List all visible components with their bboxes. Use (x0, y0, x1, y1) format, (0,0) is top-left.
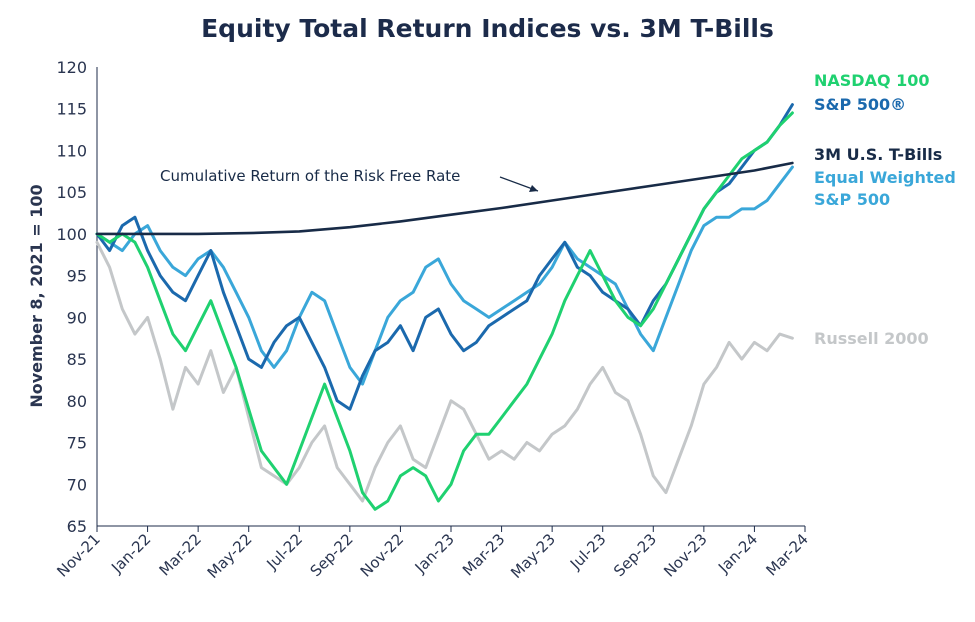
y-tick-label: 85 (67, 350, 87, 369)
series-line (95, 240, 794, 503)
y-tick-label: 100 (56, 225, 87, 244)
y-tick-label: 105 (56, 183, 87, 202)
series-label: Equal Weighted (814, 168, 956, 187)
series-labels: Russell 2000 Equal Weighted S&P 500 S&P 500… (160, 71, 956, 348)
y-tick-label: 75 (67, 434, 87, 453)
series-line (95, 111, 794, 511)
series-label: 3M U.S. T-Bills (814, 145, 942, 164)
chart-lines (95, 103, 794, 511)
y-tick-label: 115 (56, 100, 87, 119)
annotation-text: Cumulative Return of the Risk Free Rate (160, 167, 460, 185)
x-tick-label: Sep-22 (307, 530, 357, 580)
series-label: Russell 2000 (814, 329, 929, 348)
annotation-arrowhead (529, 185, 538, 192)
x-tick-label: Jul-22 (263, 530, 307, 574)
y-tick-label: 70 (67, 475, 87, 494)
x-tick-label: Mar-24 (762, 530, 811, 579)
x-tick-label: Jan-22 (107, 530, 154, 577)
series-label: S&P 500 (814, 190, 890, 209)
x-tick-label: May-22 (204, 530, 256, 582)
x-tick-label: Mar-23 (459, 530, 508, 579)
y-axis-title: November 8, 2021 = 100 (27, 184, 46, 407)
x-tick-label: Jan-23 (411, 530, 458, 577)
x-tick-label: Jan-24 (714, 530, 761, 577)
x-tick-label: Nov-21 (53, 530, 103, 580)
y-tick-label: 80 (67, 392, 87, 411)
y-tick-label: 95 (67, 267, 87, 286)
x-tick-label: Mar-22 (156, 530, 205, 579)
x-tick-label: Sep-23 (610, 530, 660, 580)
y-tick-label: 65 (67, 517, 87, 536)
x-tick-label: Jul-23 (566, 530, 610, 574)
y-tick-label: 90 (67, 308, 87, 327)
y-tick-label: 120 (56, 58, 87, 77)
x-tick-label: Nov-22 (357, 530, 407, 580)
series-label: NASDAQ 100 (814, 71, 930, 90)
y-tick-label: 110 (56, 141, 87, 160)
chart-title: Equity Total Return Indices vs. 3M T-Bil… (201, 14, 774, 43)
x-tick-label: Nov-23 (660, 530, 710, 580)
series-line (95, 165, 794, 386)
x-tick-label: May-23 (507, 530, 559, 582)
series-label: S&P 500® (814, 95, 906, 114)
series-line (95, 161, 794, 236)
